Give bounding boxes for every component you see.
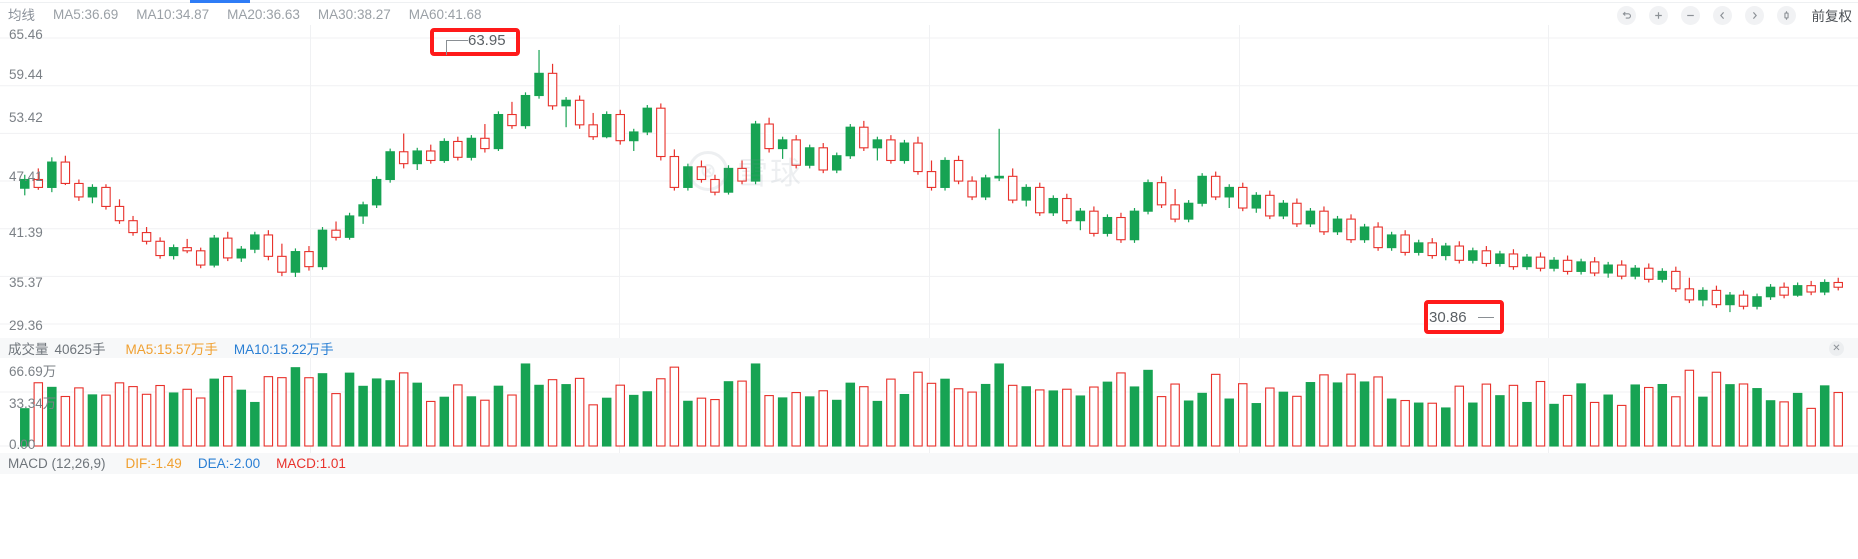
ma10-readout: MA10:34.87 xyxy=(136,6,210,22)
macd-dea-readout: DEA:-2.00 xyxy=(197,456,261,471)
candlestick-icon[interactable] xyxy=(1776,5,1796,25)
volume-chart-panel[interactable] xyxy=(0,358,1858,453)
chevron-left-icon[interactable] xyxy=(1712,5,1732,25)
ma60-readout: MA60:41.68 xyxy=(408,6,482,22)
active-tab-indicator[interactable] xyxy=(190,0,250,3)
tab-strip xyxy=(0,0,1858,3)
plus-icon[interactable] xyxy=(1648,5,1668,25)
volume-title: 成交量 xyxy=(8,342,49,357)
macd-chart-panel[interactable] xyxy=(0,474,1858,559)
close-icon[interactable]: ✕ xyxy=(1829,341,1844,356)
undo-icon[interactable] xyxy=(1616,5,1636,25)
ma5-readout: MA5:36.69 xyxy=(53,6,119,22)
moving-average-header: 均线 MA5:36.69 MA10:34.87 MA20:36.63 MA30:… xyxy=(0,3,1858,25)
ma-header-title: 均线 xyxy=(8,8,35,23)
macd-panel-header: MACD (12,26,9) DIF:-1.49 DEA:-2.00 MACD:… xyxy=(0,453,1858,474)
ma30-readout: MA30:38.27 xyxy=(317,6,391,22)
price-chart-panel[interactable] xyxy=(0,25,1858,338)
volume-panel-header: 成交量 40625手 MA5:15.57万手 MA10:15.22万手 xyxy=(0,338,1858,358)
macd-title: MACD (12,26,9) xyxy=(8,456,106,471)
volume-ma5-readout: MA5:15.57万手 xyxy=(125,342,218,357)
chevron-right-icon[interactable] xyxy=(1744,5,1764,25)
volume-value: 40625手 xyxy=(54,342,106,357)
volume-ma10-readout: MA10:15.22万手 xyxy=(233,342,334,357)
macd-dif-readout: DIF:-1.49 xyxy=(125,456,182,471)
ma20-readout: MA20:36.63 xyxy=(227,6,300,22)
minus-icon[interactable] xyxy=(1680,5,1700,25)
adjust-mode-label[interactable]: 前复权 xyxy=(1811,9,1853,24)
macd-value-readout: MACD:1.01 xyxy=(276,456,346,471)
chart-toolbar: 前复权 xyxy=(1616,3,1853,27)
